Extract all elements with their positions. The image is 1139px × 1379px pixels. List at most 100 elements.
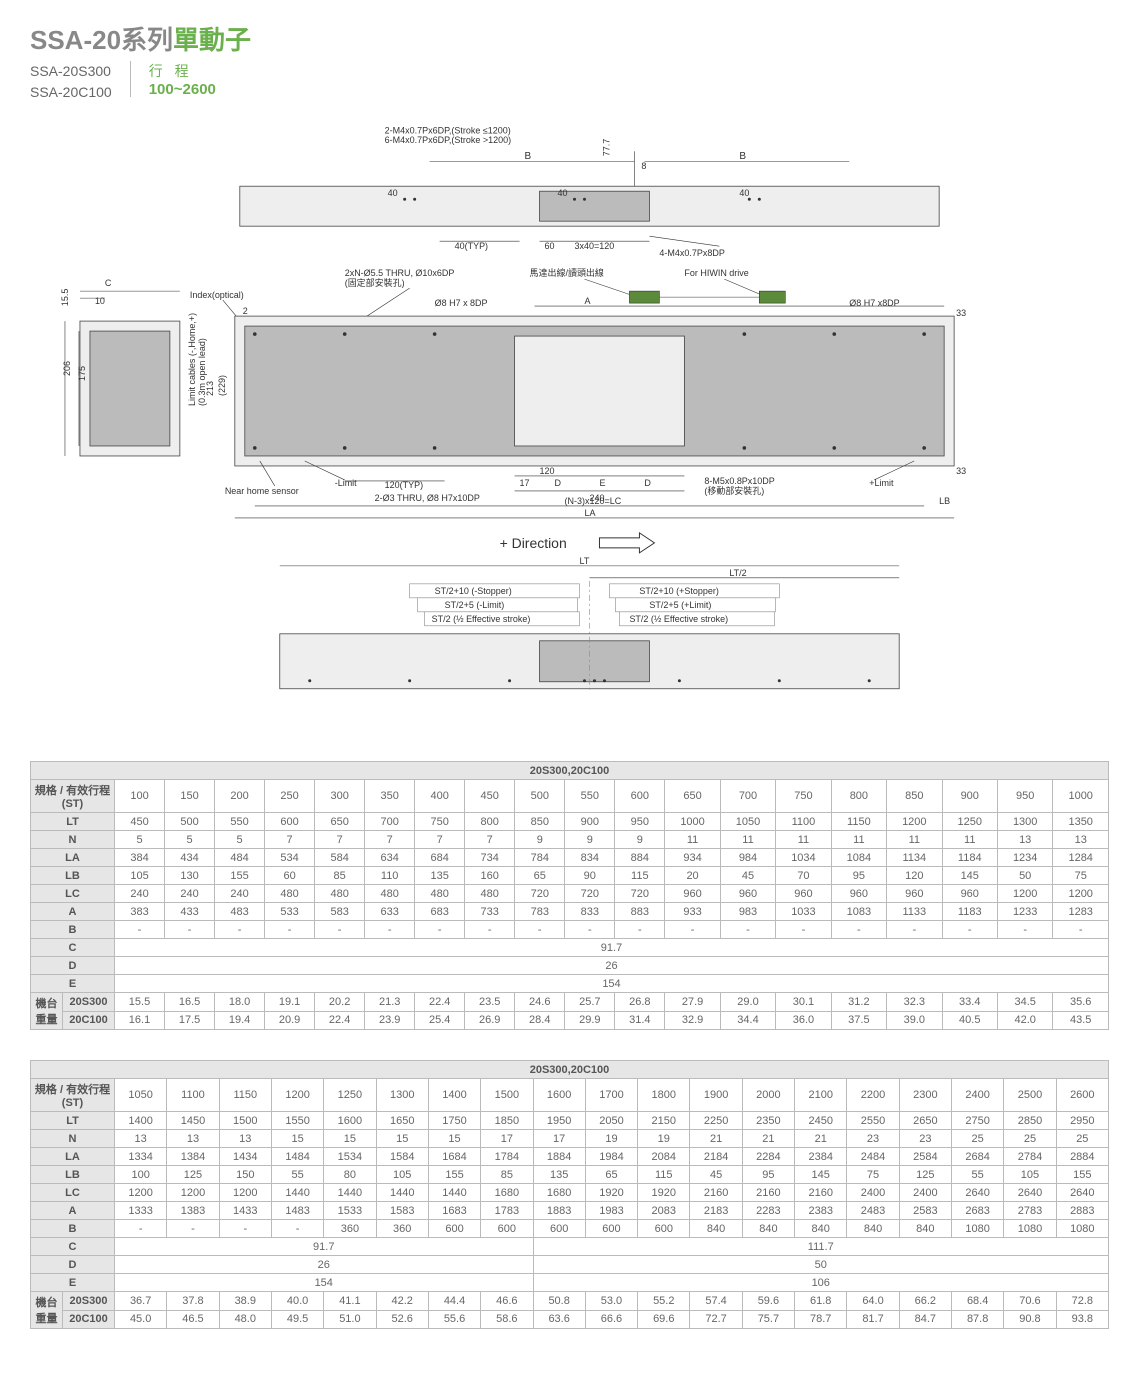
spec-table-1: 20S300,20C100規格 / 有效行程 (ST)1001502002503…	[30, 761, 1109, 1030]
stroke-col: 350	[365, 780, 415, 813]
row-value: 11	[887, 831, 942, 849]
row-value: 95	[831, 867, 886, 885]
row-value: -	[167, 1220, 219, 1238]
row-value: 15	[376, 1130, 428, 1148]
row-value: 480	[465, 885, 515, 903]
svg-text:206: 206	[62, 361, 72, 376]
weight-value: 50.8	[533, 1292, 585, 1311]
row-value: 1080	[1004, 1220, 1056, 1238]
svg-text:40: 40	[739, 188, 749, 198]
row-value: 20	[665, 867, 720, 885]
svg-text:ST/2+5 (+Limit): ST/2+5 (+Limit)	[649, 600, 711, 610]
row-value: 1683	[428, 1202, 480, 1220]
row-value: 1050	[720, 813, 775, 831]
svg-text:2-Ø3 THRU, Ø8 H7x10DP: 2-Ø3 THRU, Ø8 H7x10DP	[375, 493, 480, 503]
row-span-value: 154	[115, 1274, 534, 1292]
svg-text:ST/2+10 (-Stopper): ST/2+10 (-Stopper)	[435, 586, 512, 596]
weight-value: 55.6	[428, 1310, 480, 1329]
weight-value: 23.9	[365, 1011, 415, 1030]
row-value: -	[942, 921, 997, 939]
weight-value: 43.5	[1053, 1011, 1109, 1030]
weight-value: 27.9	[665, 993, 720, 1012]
row-value: 1150	[831, 813, 886, 831]
row-value: 2650	[899, 1112, 951, 1130]
row-value: 750	[415, 813, 465, 831]
row-value: 900	[565, 813, 615, 831]
row-value: 9	[615, 831, 665, 849]
row-value: 2550	[847, 1112, 899, 1130]
weight-value: 40.0	[271, 1292, 323, 1311]
row-span-value: 106	[533, 1274, 1109, 1292]
row-value: 600	[533, 1220, 585, 1238]
weight-value: 32.9	[665, 1011, 720, 1030]
weight-value: 37.8	[167, 1292, 219, 1311]
row-label: C	[31, 1238, 115, 1256]
svg-text:33: 33	[956, 466, 966, 476]
weight-value: 38.9	[219, 1292, 271, 1311]
row-value: 1383	[167, 1202, 219, 1220]
row-value: -	[776, 921, 831, 939]
stroke-col: 1150	[219, 1079, 271, 1112]
stroke-col: 850	[887, 780, 942, 813]
stroke-col: 行 程 100~2600	[149, 61, 216, 98]
weight-group-label: 機台重量	[31, 1292, 63, 1329]
row-value: -	[997, 921, 1052, 939]
row-value: 11	[776, 831, 831, 849]
row-value: 1350	[1053, 813, 1109, 831]
row-value: 1300	[997, 813, 1052, 831]
row-value: 1550	[271, 1112, 323, 1130]
weight-value: 21.3	[365, 993, 415, 1012]
weight-value: 66.2	[899, 1292, 951, 1311]
stroke-col: 2100	[795, 1079, 847, 1112]
weight-value: 29.9	[565, 1011, 615, 1030]
row-value: 833	[565, 903, 615, 921]
row-value: 85	[481, 1166, 533, 1184]
row-value: 45	[690, 1166, 742, 1184]
weight-value: 87.8	[952, 1310, 1004, 1329]
row-label: LA	[31, 849, 115, 867]
row-value: 2784	[1004, 1148, 1056, 1166]
row-value: 2584	[899, 1148, 951, 1166]
svg-text:Ø8 H7 x 8DP: Ø8 H7 x 8DP	[435, 298, 488, 308]
stroke-col: 1600	[533, 1079, 585, 1112]
row-value: 2350	[742, 1112, 794, 1130]
stroke-col: 150	[165, 780, 215, 813]
row-value: 434	[165, 849, 215, 867]
row-value: 150	[219, 1166, 271, 1184]
row-value: 1284	[1053, 849, 1109, 867]
svg-text:For HIWIN drive: For HIWIN drive	[684, 268, 748, 278]
weight-value: 18.0	[215, 993, 265, 1012]
row-value: 883	[615, 903, 665, 921]
row-value: 1440	[324, 1184, 376, 1202]
row-value: -	[219, 1220, 271, 1238]
row-span-value: 154	[115, 975, 1109, 993]
svg-text:Ø8 H7 x8DP: Ø8 H7 x8DP	[849, 298, 899, 308]
row-value: 2783	[1004, 1202, 1056, 1220]
weight-value: 40.5	[942, 1011, 997, 1030]
weight-value: 31.4	[615, 1011, 665, 1030]
spec-header: 規格 / 有效行程 (ST)	[31, 780, 115, 813]
row-value: -	[115, 1220, 167, 1238]
svg-text:C: C	[105, 278, 112, 288]
row-value: 2640	[1056, 1184, 1108, 1202]
weight-value: 17.5	[165, 1011, 215, 1030]
svg-text:+Limit: +Limit	[869, 478, 894, 488]
stroke-col: 2500	[1004, 1079, 1056, 1112]
svg-text:2: 2	[243, 306, 248, 316]
weight-value: 19.1	[265, 993, 315, 1012]
row-value: 1484	[271, 1148, 323, 1166]
row-value: 2640	[1004, 1184, 1056, 1202]
row-value: 125	[167, 1166, 219, 1184]
row-value: 7	[315, 831, 365, 849]
row-value: 1084	[831, 849, 886, 867]
models-row: SSA-20S300 SSA-20C100 行 程 100~2600	[30, 61, 1109, 103]
svg-text:4-M4x0.7Px8DP: 4-M4x0.7Px8DP	[659, 248, 724, 258]
weight-value: 19.4	[215, 1011, 265, 1030]
row-value: 13	[167, 1130, 219, 1148]
weight-value: 84.7	[899, 1310, 951, 1329]
svg-text:2xN-Ø5.5 THRU, Ø10x6DP: 2xN-Ø5.5 THRU, Ø10x6DP	[345, 268, 455, 278]
weight-row-label: 20C100	[63, 1011, 115, 1030]
row-span-value: 50	[533, 1256, 1109, 1274]
weight-value: 61.8	[795, 1292, 847, 1311]
row-value: 1083	[831, 903, 886, 921]
